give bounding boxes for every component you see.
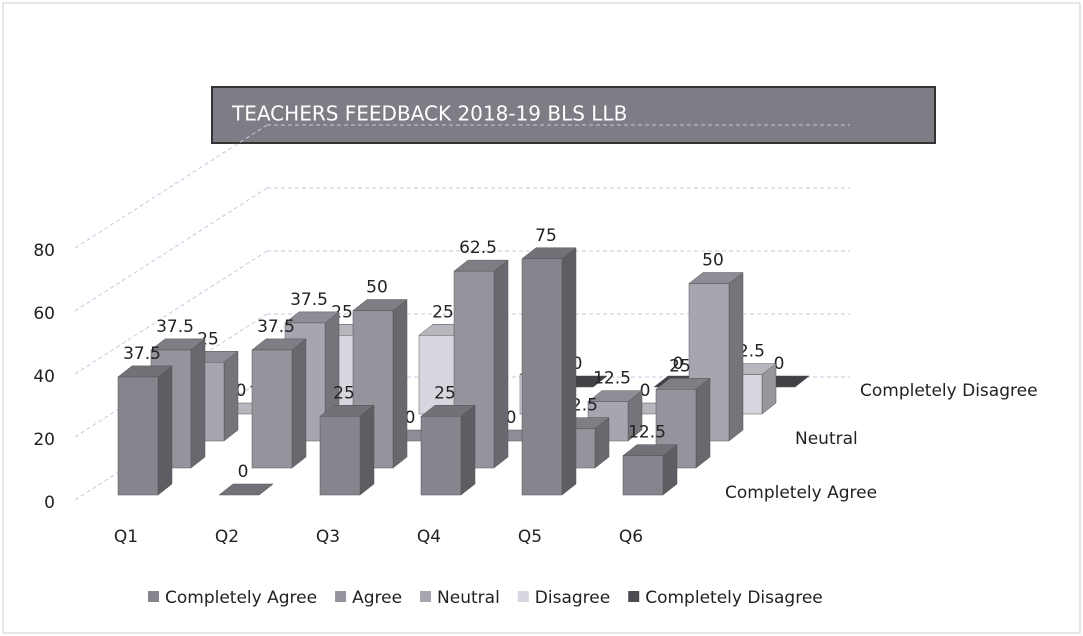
bar	[319, 404, 375, 496]
bar-front	[117, 376, 159, 496]
legend-label: Completely Agree	[165, 588, 317, 608]
bar-top	[352, 299, 408, 311]
legend-swatch	[148, 591, 159, 602]
legend-label: Agree	[352, 588, 402, 608]
bar-side	[493, 259, 509, 469]
value-label: 12.5	[628, 423, 666, 443]
bar	[117, 365, 173, 496]
legend-label: Neutral	[437, 588, 500, 608]
bar-front	[319, 416, 361, 496]
bar	[218, 483, 274, 496]
chart-title: TEACHERS FEEDBACK 2018-19 BLS LLB	[231, 102, 627, 126]
value-label: 25	[333, 383, 355, 403]
bar-front	[622, 455, 664, 496]
x-tick-label: Q3	[316, 527, 340, 547]
value-label: 12.5	[593, 369, 631, 389]
bar-top	[319, 405, 375, 417]
value-label: 25	[432, 302, 454, 322]
value-label: 0	[405, 408, 416, 428]
value-label: 0	[506, 408, 517, 428]
value-label: 0	[640, 381, 651, 401]
bar-side	[728, 271, 744, 442]
value-label: 0	[774, 354, 785, 374]
y-tick-label: 40	[33, 367, 55, 387]
bar-top	[688, 272, 744, 284]
y-tick-label: 0	[44, 493, 55, 513]
bar-top	[453, 259, 509, 272]
value-label: 50	[366, 278, 388, 298]
bar-side	[291, 338, 307, 469]
bar-top	[655, 378, 711, 390]
bar-top	[521, 247, 577, 259]
bar-front	[521, 258, 563, 496]
bar	[420, 404, 476, 496]
value-label: 37.5	[257, 317, 295, 337]
value-label: 37.5	[156, 317, 194, 337]
bar-side	[695, 377, 711, 469]
bar-top	[117, 365, 173, 378]
value-label: 50	[702, 251, 724, 271]
depth-label: Completely Agree	[725, 483, 877, 503]
value-label: 37.5	[290, 290, 328, 310]
bar-front	[418, 335, 460, 415]
legend-swatch	[420, 591, 432, 602]
y-tick-label: 60	[33, 304, 55, 324]
bar-side	[359, 404, 375, 496]
depth-label: Neutral	[795, 429, 858, 449]
bar-top	[587, 390, 643, 402]
value-label: 0	[236, 381, 247, 401]
bar-top	[218, 483, 274, 496]
title-box	[211, 86, 936, 144]
value-label: 75	[535, 226, 557, 246]
legend-label: Completely Disagree	[645, 588, 823, 608]
bar-top	[284, 311, 340, 324]
value-label: 25	[434, 383, 456, 403]
bar	[251, 338, 307, 469]
bar-side	[460, 404, 476, 496]
value-label: 0	[673, 354, 684, 374]
grid-line	[74, 124, 268, 249]
bar-side	[190, 338, 206, 469]
bar-top	[251, 338, 307, 351]
bar-side	[392, 298, 408, 469]
grid-line	[74, 250, 268, 375]
value-label: 25	[669, 356, 691, 376]
value-label: 37.5	[123, 344, 161, 364]
bar-front	[420, 416, 462, 496]
bar	[622, 444, 678, 496]
y-tick-label: 80	[33, 241, 55, 261]
x-tick-label: Q4	[417, 527, 441, 547]
x-tick-label: Q2	[215, 527, 239, 547]
legend-swatch	[335, 591, 347, 602]
bar-top	[420, 405, 476, 417]
value-label: 0	[238, 462, 249, 482]
bar-front	[251, 349, 293, 469]
x-tick-label: Q5	[518, 527, 542, 547]
legend-swatch	[517, 591, 529, 602]
value-label: 0	[572, 354, 583, 374]
bar	[521, 247, 577, 496]
y-tick-label: 20	[33, 430, 55, 450]
x-tick-label: Q1	[114, 527, 138, 547]
x-tick-label: Q6	[619, 527, 643, 547]
bar-side	[223, 350, 239, 442]
depth-label: Completely Disagree	[860, 381, 1038, 401]
bar-top	[622, 444, 678, 456]
value-label: 62.5	[459, 238, 497, 258]
grid-line	[74, 187, 268, 312]
bar-top	[150, 338, 206, 351]
bar-side	[561, 247, 577, 496]
legend-swatch	[628, 591, 640, 602]
legend-label: Disagree	[535, 588, 610, 608]
bar-side	[157, 365, 173, 496]
